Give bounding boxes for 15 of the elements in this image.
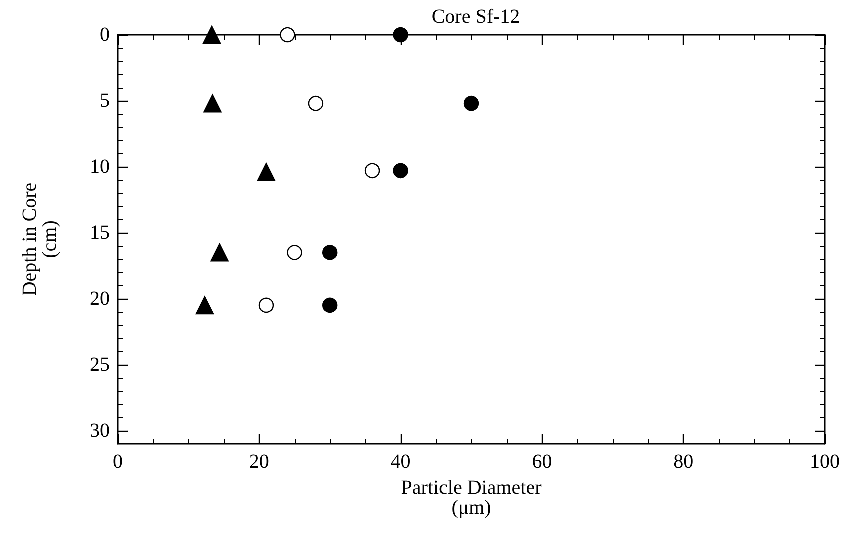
x-axis-title: Particle Diameter (μm) bbox=[401, 477, 542, 519]
y-tick-label: 25 bbox=[90, 354, 110, 376]
x-tick-label: 20 bbox=[249, 451, 270, 473]
x-tick-label: 100 bbox=[810, 451, 840, 473]
y-tick-label: 10 bbox=[90, 156, 110, 178]
x-tick-label: 60 bbox=[532, 451, 552, 473]
y-tick-label: 20 bbox=[90, 288, 110, 310]
y-tick-label: 15 bbox=[90, 222, 110, 244]
y-tick-label: 30 bbox=[90, 420, 110, 442]
y-axis-title: Depth in Core (cm) bbox=[19, 182, 61, 296]
chart-title: Core Sf-12 bbox=[432, 6, 520, 28]
x-tick-label: 80 bbox=[674, 451, 694, 473]
y-tick-label: 0 bbox=[100, 24, 110, 46]
x-tick-label: 40 bbox=[390, 451, 411, 473]
y-tick-label: 5 bbox=[100, 90, 110, 112]
